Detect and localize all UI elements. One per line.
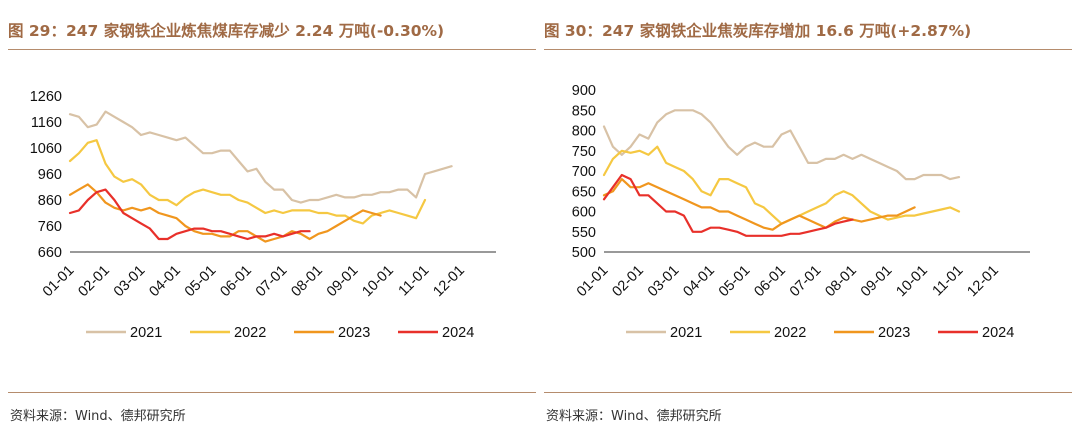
x-tick-label: 07-01 bbox=[787, 263, 825, 301]
x-tick-label: 01-01 bbox=[574, 263, 612, 301]
series-line-2023 bbox=[602, 178, 916, 231]
y-tick-label: 660 bbox=[38, 245, 62, 261]
legend-label-2024: 2024 bbox=[982, 325, 1014, 341]
x-tick-label: 09-01 bbox=[858, 263, 896, 301]
left-figure-panel: 图 29：247 家钢铁企业炼焦煤库存减少 2.24 万吨(-0.30%) 66… bbox=[8, 0, 536, 434]
legend-label-2022: 2022 bbox=[234, 325, 266, 341]
legend-label-2024: 2024 bbox=[442, 325, 474, 341]
x-tick-label: 02-01 bbox=[609, 263, 647, 301]
x-tick-label: 04-01 bbox=[680, 263, 718, 301]
right-figure-panel: 图 30：247 家钢铁企业焦炭库存增加 16.6 万吨(+2.87%) 500… bbox=[544, 0, 1072, 434]
x-tick-label: 09-01 bbox=[324, 263, 362, 301]
x-tick-label: 06-01 bbox=[217, 263, 255, 301]
y-tick-label: 900 bbox=[572, 83, 596, 99]
x-tick-label: 06-01 bbox=[751, 263, 789, 301]
legend-label-2023: 2023 bbox=[878, 325, 910, 341]
y-tick-label: 650 bbox=[572, 184, 596, 200]
legend-label-2022: 2022 bbox=[774, 325, 806, 341]
y-tick-label: 1260 bbox=[30, 89, 62, 105]
series-line-2022 bbox=[68, 139, 427, 225]
x-tick-label: 05-01 bbox=[716, 263, 754, 301]
legend-label-2021: 2021 bbox=[130, 325, 162, 341]
title-divider bbox=[8, 49, 536, 50]
y-tick-label: 760 bbox=[38, 219, 62, 235]
figure-title: 图 29：247 家钢铁企业炼焦煤库存减少 2.24 万吨(-0.30%) bbox=[8, 22, 445, 40]
x-tick-label: 04-01 bbox=[146, 263, 184, 301]
y-tick-label: 600 bbox=[572, 205, 596, 221]
y-tick-label: 800 bbox=[572, 124, 596, 140]
y-tick-label: 850 bbox=[572, 103, 596, 119]
x-tick-label: 12-01 bbox=[430, 263, 468, 301]
y-tick-label: 1060 bbox=[30, 141, 62, 157]
x-tick-label: 03-01 bbox=[645, 263, 683, 301]
legend-label-2021: 2021 bbox=[670, 325, 702, 341]
y-tick-label: 1160 bbox=[31, 115, 62, 131]
figure-title: 图 30：247 家钢铁企业焦炭库存增加 16.6 万吨(+2.87%) bbox=[544, 22, 972, 40]
coke-inventory-chart: 500 550 600 650 700 750 800 850 900 01-0102-0103-… bbox=[572, 83, 1030, 341]
y-tick-label: 500 bbox=[572, 245, 596, 261]
source-divider bbox=[8, 392, 536, 393]
y-tick-label: 550 bbox=[572, 225, 596, 241]
series-line-2021 bbox=[602, 109, 961, 181]
x-tick-label: 03-01 bbox=[111, 263, 149, 301]
series-line-2024 bbox=[602, 173, 854, 237]
x-tick-label: 11-01 bbox=[930, 263, 967, 300]
x-tick-label: 11-01 bbox=[396, 263, 433, 300]
source-note: 资料来源：Wind、德邦研究所 bbox=[10, 409, 186, 424]
y-tick-label: 960 bbox=[38, 167, 62, 183]
x-tick-label: 08-01 bbox=[288, 263, 326, 301]
legend-label-2023: 2023 bbox=[338, 325, 370, 341]
x-tick-label: 05-01 bbox=[182, 263, 220, 301]
series-line-2021 bbox=[68, 110, 453, 204]
coking-coal-inventory-chart: 66076086096010601160126001-0102-0103-010… bbox=[30, 89, 496, 341]
source-divider bbox=[544, 392, 1072, 393]
x-tick-label: 02-01 bbox=[75, 263, 113, 301]
x-tick-label: 10-01 bbox=[893, 263, 931, 301]
y-tick-label: 860 bbox=[38, 193, 62, 209]
x-tick-label: 07-01 bbox=[253, 263, 291, 301]
series-line-2024 bbox=[68, 188, 311, 241]
x-tick-label: 12-01 bbox=[964, 263, 1002, 301]
x-tick-label: 08-01 bbox=[822, 263, 860, 301]
source-note: 资料来源：Wind、德邦研究所 bbox=[546, 409, 722, 424]
title-divider bbox=[544, 49, 1072, 50]
x-tick-label: 10-01 bbox=[359, 263, 397, 301]
y-tick-label: 700 bbox=[572, 164, 596, 180]
x-tick-label: 01-01 bbox=[40, 263, 78, 301]
y-tick-label: 750 bbox=[572, 144, 596, 160]
